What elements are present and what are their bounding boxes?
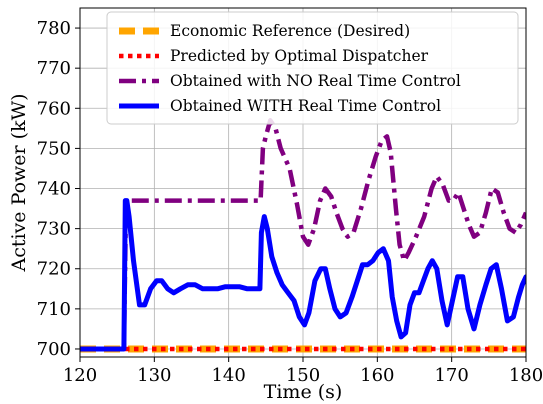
y-tick-label: 720 bbox=[37, 259, 71, 280]
y-tick-label: 730 bbox=[37, 219, 71, 240]
x-axis-label: Time (s) bbox=[264, 381, 343, 403]
axis-ticks: 120 130 140 150 160 170 180 700 710 720 730 740 750 7… bbox=[37, 18, 543, 386]
y-tick-label: 770 bbox=[37, 58, 71, 79]
series-layer bbox=[80, 118, 526, 353]
legend-label-2: Predicted by Optimal Dispatcher bbox=[170, 47, 429, 65]
x-tick-label: 170 bbox=[434, 365, 468, 386]
y-tick-label: 750 bbox=[37, 138, 71, 159]
x-tick-label: 150 bbox=[286, 365, 320, 386]
y-tick-label: 740 bbox=[37, 179, 71, 200]
y-axis-label: Active Power (kW) bbox=[8, 93, 30, 272]
y-tick-label: 700 bbox=[37, 339, 71, 360]
y-tick-label: 710 bbox=[37, 299, 71, 320]
x-tick-label: 160 bbox=[360, 365, 394, 386]
y-tick-label: 780 bbox=[37, 18, 71, 39]
x-tick-label: 180 bbox=[509, 365, 543, 386]
legend: Economic Reference (Desired) Predicted by… bbox=[106, 11, 519, 125]
x-tick-label: 140 bbox=[211, 365, 245, 386]
legend-label-4: Obtained WITH Real Time Control bbox=[170, 97, 441, 115]
series-line-4 bbox=[80, 198, 526, 352]
y-tick-label: 760 bbox=[37, 98, 71, 119]
legend-label-3: Obtained with NO Real Time Control bbox=[170, 72, 461, 90]
legend-box bbox=[106, 11, 519, 125]
legend-label-1: Economic Reference (Desired) bbox=[170, 22, 410, 40]
x-tick-label: 130 bbox=[137, 365, 171, 386]
x-tick-label: 120 bbox=[63, 365, 97, 386]
series-line-3 bbox=[80, 118, 526, 352]
